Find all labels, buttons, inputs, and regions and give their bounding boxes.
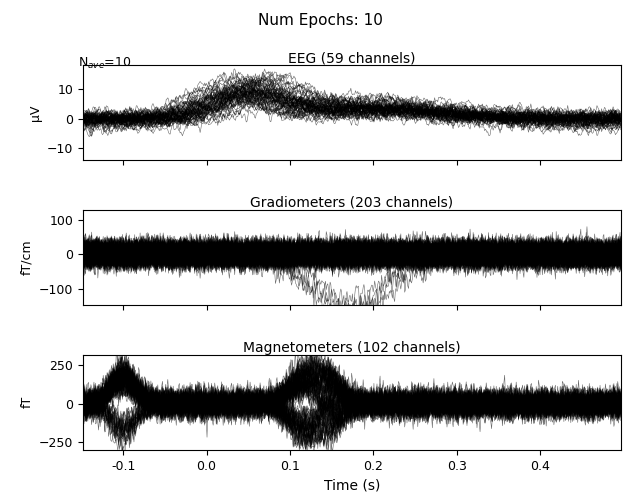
Y-axis label: μV: μV <box>29 104 42 121</box>
X-axis label: Time (s): Time (s) <box>324 478 380 492</box>
Text: Num Epochs: 10: Num Epochs: 10 <box>257 12 383 28</box>
Text: N$_{ave}$=10: N$_{ave}$=10 <box>78 56 131 70</box>
Y-axis label: fT/cm: fT/cm <box>20 240 33 276</box>
Title: Gradiometers (203 channels): Gradiometers (203 channels) <box>250 196 454 210</box>
Title: Magnetometers (102 channels): Magnetometers (102 channels) <box>243 340 461 354</box>
Y-axis label: fT: fT <box>20 396 33 408</box>
Title: EEG (59 channels): EEG (59 channels) <box>288 51 416 65</box>
